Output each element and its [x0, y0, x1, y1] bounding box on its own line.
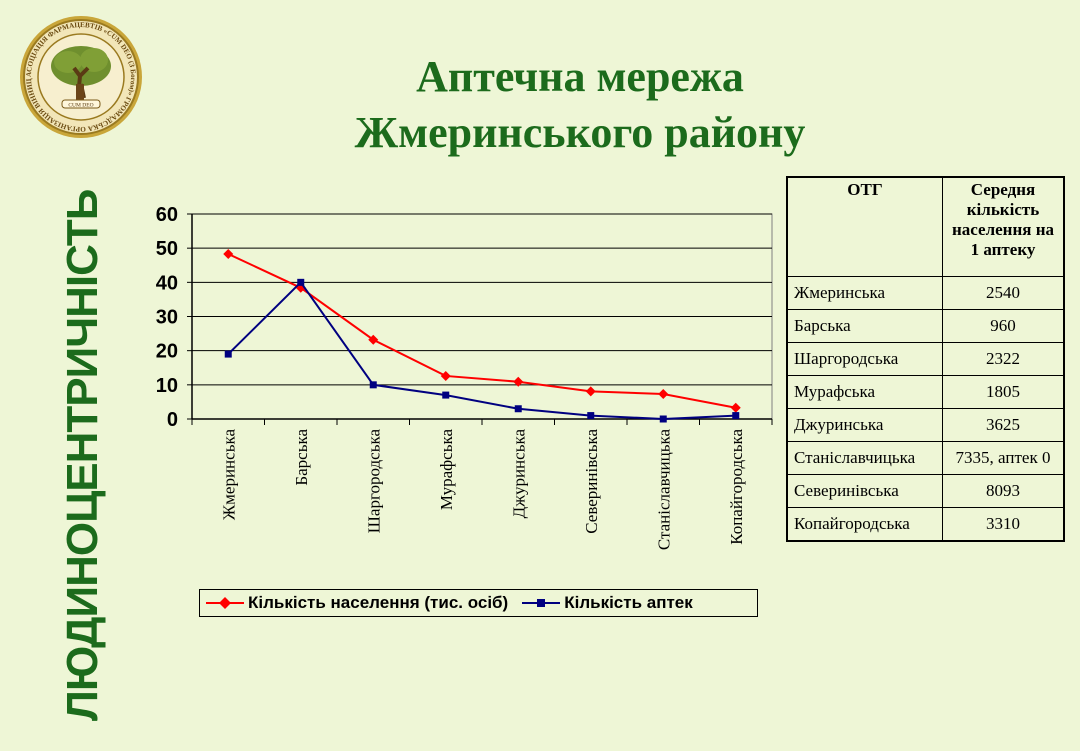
- data-point-population: [440, 370, 451, 381]
- data-point-population: [658, 389, 669, 400]
- table-cell-avg: 2322: [942, 342, 1065, 376]
- y-tick-label: 40: [156, 272, 178, 294]
- data-point-pharmacies: [514, 405, 522, 413]
- data-point-pharmacies: [369, 381, 377, 389]
- table-header-row: ОТГ Середня кількість населення на 1 апт…: [786, 176, 1065, 277]
- table-row: Станіславчицька 7335, аптек 0: [786, 441, 1065, 475]
- table-cell-otg: Копайгородська: [786, 507, 943, 542]
- y-tick-label: 30: [156, 307, 178, 329]
- y-tick-label: 20: [156, 341, 178, 363]
- data-point-population: [730, 402, 741, 413]
- x-tick-label: Джуринська: [509, 429, 528, 519]
- data-point-population: [368, 334, 379, 345]
- legend-item-population: Кількість населення (тис. осіб): [206, 593, 508, 613]
- table-row: Жмеринська 2540: [786, 276, 1065, 310]
- legend-label-population: Кількість населення (тис. осіб): [248, 593, 509, 612]
- table-cell-otg: Шаргородська: [786, 342, 943, 376]
- table-row: Шаргородська 2322: [786, 342, 1065, 376]
- y-tick-label: 50: [156, 238, 178, 260]
- legend-label-pharmacies: Кількість аптек: [564, 593, 693, 612]
- data-point-pharmacies: [442, 391, 450, 399]
- table-cell-otg: Джуринська: [786, 408, 943, 442]
- stats-table: ОТГ Середня кількість населення на 1 апт…: [786, 176, 1065, 542]
- table-row: Джуринська 3625: [786, 408, 1065, 442]
- table-cell-avg: 7335, аптек 0: [942, 441, 1065, 475]
- data-point-pharmacies: [659, 415, 667, 423]
- data-point-pharmacies: [732, 412, 740, 420]
- table-cell-otg: Жмеринська: [786, 276, 943, 310]
- table-cell-otg: Северинівська: [786, 474, 943, 508]
- x-tick-label: Мурафська: [437, 429, 456, 511]
- data-point-pharmacies: [224, 350, 232, 358]
- y-tick-label: 10: [156, 375, 178, 397]
- legend-diamond-marker-icon: [206, 597, 244, 609]
- data-point-population: [585, 386, 596, 397]
- table-cell-otg: Барська: [786, 309, 943, 343]
- x-tick-label: Барська: [292, 429, 311, 486]
- x-tick-label: Копайгородська: [727, 429, 746, 545]
- series-line-population: [227, 253, 736, 409]
- table-cell-avg: 960: [942, 309, 1065, 343]
- table-row: Копайгородська 3310: [786, 507, 1065, 542]
- logo-ribbon-text: CUM DEO: [68, 103, 93, 109]
- table-row: Северинівська 8093: [786, 474, 1065, 508]
- table-row: Мурафська 1805: [786, 375, 1065, 409]
- table-header-otg: ОТГ: [786, 176, 943, 277]
- x-tick-label: Станіславчицька: [654, 429, 673, 551]
- association-logo: АСОЦІАЦІЯ ФАРМАЦЕВТІВ «CUM DEO (З Богом)…: [18, 14, 142, 138]
- series-line-pharmacies: [227, 280, 736, 421]
- table-cell-otg: Станіславчицька: [786, 441, 943, 475]
- data-point-population: [223, 248, 234, 259]
- table-cell-avg: 2540: [942, 276, 1065, 310]
- table-cell-avg: 3625: [942, 408, 1065, 442]
- table-cell-otg: Мурафська: [786, 375, 943, 409]
- table-cell-avg: 1805: [942, 375, 1065, 409]
- legend-item-pharmacies: Кількість аптек: [522, 593, 693, 613]
- table-header-avg: Середня кількість населення на 1 аптеку: [942, 176, 1065, 277]
- chart-legend: Кількість населення (тис. осіб) Кількіст…: [199, 589, 758, 617]
- x-tick-label: Северинівська: [582, 429, 601, 534]
- y-tick-label: 0: [167, 409, 178, 431]
- page-title-line2: Жмеринського району: [354, 108, 806, 157]
- x-tick-label: Шаргородська: [364, 429, 383, 534]
- data-point-pharmacies: [587, 412, 595, 420]
- page-title-line1: Аптечна мережа: [416, 52, 744, 101]
- x-tick-label: Жмеринська: [219, 429, 238, 521]
- data-point-population: [513, 376, 524, 387]
- y-tick-label: 60: [156, 204, 178, 226]
- data-point-pharmacies: [297, 278, 305, 286]
- legend-square-marker-icon: [522, 599, 561, 607]
- table-row: Барська 960: [786, 309, 1065, 343]
- table-cell-avg: 8093: [942, 474, 1065, 508]
- table-cell-avg: 3310: [942, 507, 1065, 542]
